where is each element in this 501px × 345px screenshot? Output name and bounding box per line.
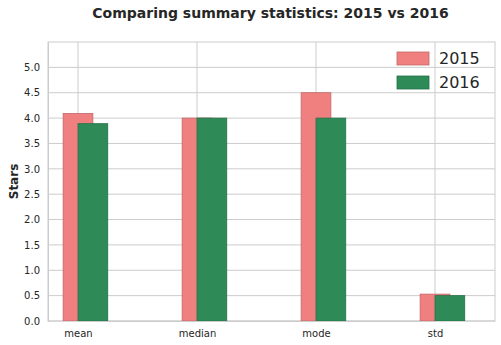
grid-line (435, 42, 436, 321)
bar (197, 118, 227, 321)
tick: 1.0 (24, 265, 48, 276)
bars (63, 93, 465, 321)
bar (435, 296, 465, 321)
tick-label: median (179, 328, 217, 339)
axis-line (79, 321, 436, 322)
tick: 5.0 (24, 62, 48, 73)
tick-label: 2.0 (24, 214, 40, 225)
tick: 2.0 (24, 214, 48, 225)
grid-line (48, 92, 495, 93)
grid (48, 42, 495, 321)
grid-line (48, 118, 495, 119)
grid-line (48, 143, 495, 144)
tick-label: 3.5 (24, 138, 40, 149)
tick-label: 5.0 (24, 62, 40, 73)
plot: 0.0 0.5 1.0 1.5 2.0 2.5 3.0 3.5 4.0 4.5 5.0 mean med… (24, 42, 495, 339)
grid-line (48, 194, 495, 195)
tick-label: mean (64, 328, 92, 339)
tick: 3.0 (24, 164, 48, 175)
tick: median (179, 321, 217, 339)
tick-label: 2.5 (24, 189, 40, 200)
tick: 0.5 (24, 290, 48, 301)
plot-frame (48, 42, 495, 321)
grid-line (48, 270, 495, 271)
tick-label: 4.5 (24, 87, 40, 98)
chart: 0.0 0.5 1.0 1.5 2.0 2.5 3.0 3.5 4.0 4.5 5.0 mean med… (0, 0, 501, 345)
tick-label: std (428, 328, 443, 339)
grid-line (48, 244, 495, 245)
grid-line (48, 168, 495, 169)
title: Comparing summary statistics: 2015 vs 20… (92, 5, 448, 21)
tick: 4.0 (24, 113, 48, 124)
legend-label: 2015 (439, 49, 480, 68)
tick: mean (64, 321, 92, 339)
axis-title: Stars (7, 164, 21, 200)
tick-label: 0.5 (24, 290, 40, 301)
tick: 3.5 (24, 138, 48, 149)
tick-label: 3.0 (24, 164, 40, 175)
legend-swatch (397, 52, 429, 65)
legend-item: 2015 (397, 49, 480, 68)
x-axis: mean median mode std (64, 321, 443, 339)
tick: 4.5 (24, 87, 48, 98)
bar (316, 118, 346, 321)
legend-swatch (397, 76, 429, 89)
legend-label: 2016 (439, 73, 480, 92)
axis-line (48, 43, 49, 322)
grid-line (48, 219, 495, 220)
tick-label: 1.5 (24, 240, 40, 251)
tick-label: mode (302, 328, 330, 339)
y-axis: 0.0 0.5 1.0 1.5 2.0 2.5 3.0 3.5 4.0 4.5 5.0 (24, 43, 48, 327)
tick: 1.5 (24, 240, 48, 251)
bar (78, 124, 108, 321)
tick: std (428, 321, 443, 339)
tick-label: 4.0 (24, 113, 40, 124)
legend-item: 2016 (397, 73, 480, 92)
tick: mode (302, 321, 330, 339)
grid-line (48, 67, 495, 68)
tick: 0.0 (24, 316, 48, 327)
legend: 2015 2016 (397, 49, 480, 92)
tick: 2.5 (24, 189, 48, 200)
tick-label: 0.0 (24, 316, 40, 327)
tick-label: 1.0 (24, 265, 40, 276)
